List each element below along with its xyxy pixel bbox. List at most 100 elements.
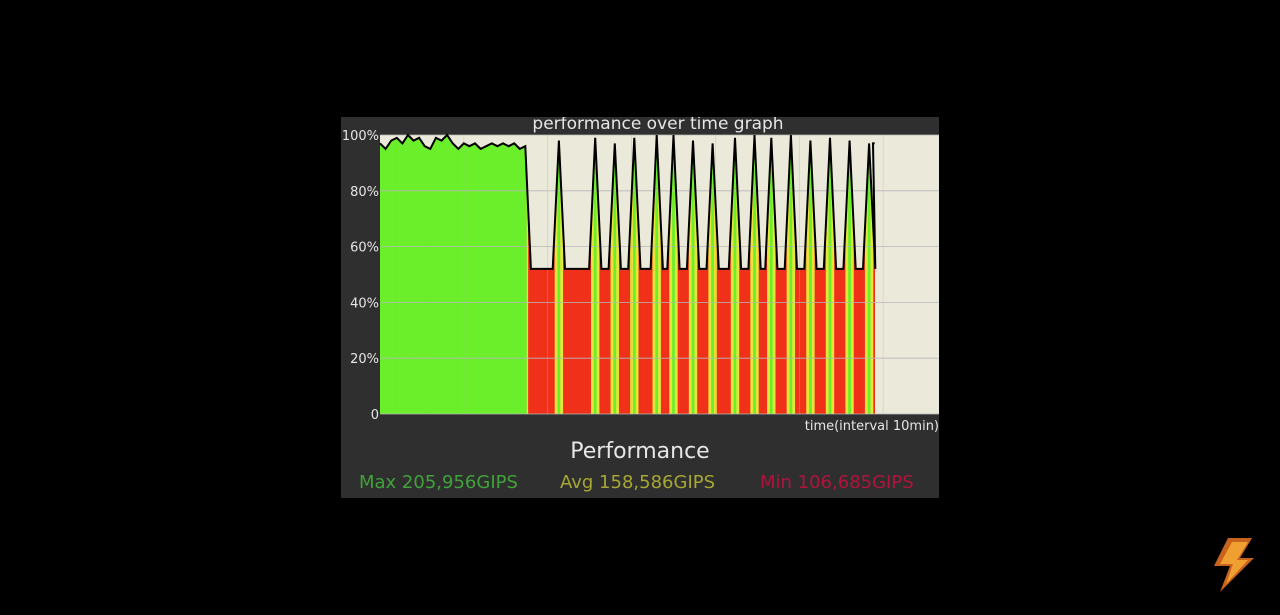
performance-bar [551, 268, 554, 414]
performance-bar [645, 268, 648, 414]
performance-bar [693, 155, 695, 414]
performance-bar [502, 143, 505, 414]
performance-bar [871, 214, 874, 414]
performance-bar [386, 145, 389, 414]
performance-bar [388, 143, 391, 414]
performance-bar [734, 152, 737, 414]
performance-bar [487, 145, 490, 414]
performance-bar [772, 182, 775, 414]
performance-bar [810, 155, 813, 414]
performance-bar [663, 268, 666, 414]
performance-bar [495, 145, 498, 414]
performance-bar [462, 144, 465, 414]
performance-bar [790, 150, 793, 414]
performance-bar [617, 214, 620, 414]
performance-bar [655, 150, 658, 414]
performance-bar [814, 242, 817, 414]
performance-bar [409, 137, 412, 414]
performance-line [379, 133, 877, 270]
performance-bar [827, 182, 829, 414]
performance-bar [454, 145, 456, 414]
performance-bar [702, 268, 705, 414]
performance-bar [681, 268, 684, 414]
performance-bar [395, 138, 398, 415]
performance-bar [522, 147, 525, 415]
x-axis-label: time(interval 10min) [805, 419, 939, 434]
performance-bar [428, 148, 431, 414]
performance-bar [769, 152, 772, 414]
performance-bar [707, 243, 709, 414]
performance-bar [828, 152, 831, 414]
performance-bar [709, 186, 712, 414]
y-tick-label: 40% [350, 296, 379, 311]
lightning-bolt-icon [1214, 538, 1254, 592]
performance-bar [493, 144, 495, 414]
performance-bar [806, 213, 808, 414]
performance-bar [634, 152, 637, 414]
performance-bar [677, 241, 680, 414]
performance-bar [384, 148, 386, 414]
performance-bar [628, 242, 631, 414]
performance-bar [556, 184, 558, 414]
performance-bar [591, 212, 593, 414]
performance-bar [473, 143, 476, 414]
performance-bar [549, 268, 551, 414]
performance-bar [757, 211, 760, 414]
performance-bar [444, 137, 446, 414]
performance-bar [691, 155, 694, 414]
y-tick-label: 100% [342, 129, 379, 144]
performance-bar [642, 268, 645, 414]
performance-bar [639, 268, 642, 414]
performance-bar [535, 268, 537, 414]
performance-bar [623, 268, 625, 414]
performance-bar [857, 268, 860, 414]
performance-bar [419, 138, 421, 414]
performance-bar [849, 155, 852, 414]
performance-bar [539, 268, 542, 414]
performance-bar [694, 184, 697, 414]
performance-bar [424, 146, 427, 414]
performance-bar [491, 143, 494, 414]
performance-bar [584, 268, 586, 414]
performance-bar [449, 140, 452, 414]
performance-bar [719, 268, 722, 414]
performance-bar [572, 268, 575, 414]
performance-bar [515, 145, 518, 414]
performance-bar [679, 268, 681, 414]
performance-bar [764, 268, 767, 414]
performance-bar [870, 186, 873, 414]
performance-bar [755, 180, 758, 414]
performance-bar [389, 141, 392, 414]
performance-bar [544, 268, 547, 414]
performance-bar [599, 242, 602, 414]
performance-bar [586, 268, 589, 414]
performance-bar [567, 268, 569, 414]
performance-bar [526, 192, 529, 414]
performance-bar [416, 138, 419, 414]
performance-bar [712, 157, 715, 414]
performance-bar [602, 268, 604, 414]
performance-bar [743, 268, 746, 414]
performance-bar [727, 268, 730, 414]
performance-bar [402, 142, 405, 415]
performance-bar [648, 268, 651, 414]
performance-bar [680, 268, 683, 414]
performance-bar [412, 139, 414, 414]
performance-bar [585, 268, 588, 414]
performance-bar [860, 268, 863, 414]
performance-bar [451, 142, 453, 415]
performance-bar [598, 212, 600, 414]
performance-bar [761, 268, 764, 414]
performance-bar [848, 155, 850, 414]
performance-bar [392, 139, 395, 414]
performance-bar [381, 145, 384, 414]
performance-bar [560, 184, 562, 414]
performance-bar [646, 268, 649, 414]
performance-bar [652, 211, 655, 414]
y-tick-label: 20% [350, 352, 379, 367]
performance-bar [588, 268, 590, 414]
performance-bar [744, 268, 747, 414]
performance-bar [537, 268, 540, 414]
performance-bar [718, 268, 720, 414]
performance-bar [595, 152, 597, 414]
